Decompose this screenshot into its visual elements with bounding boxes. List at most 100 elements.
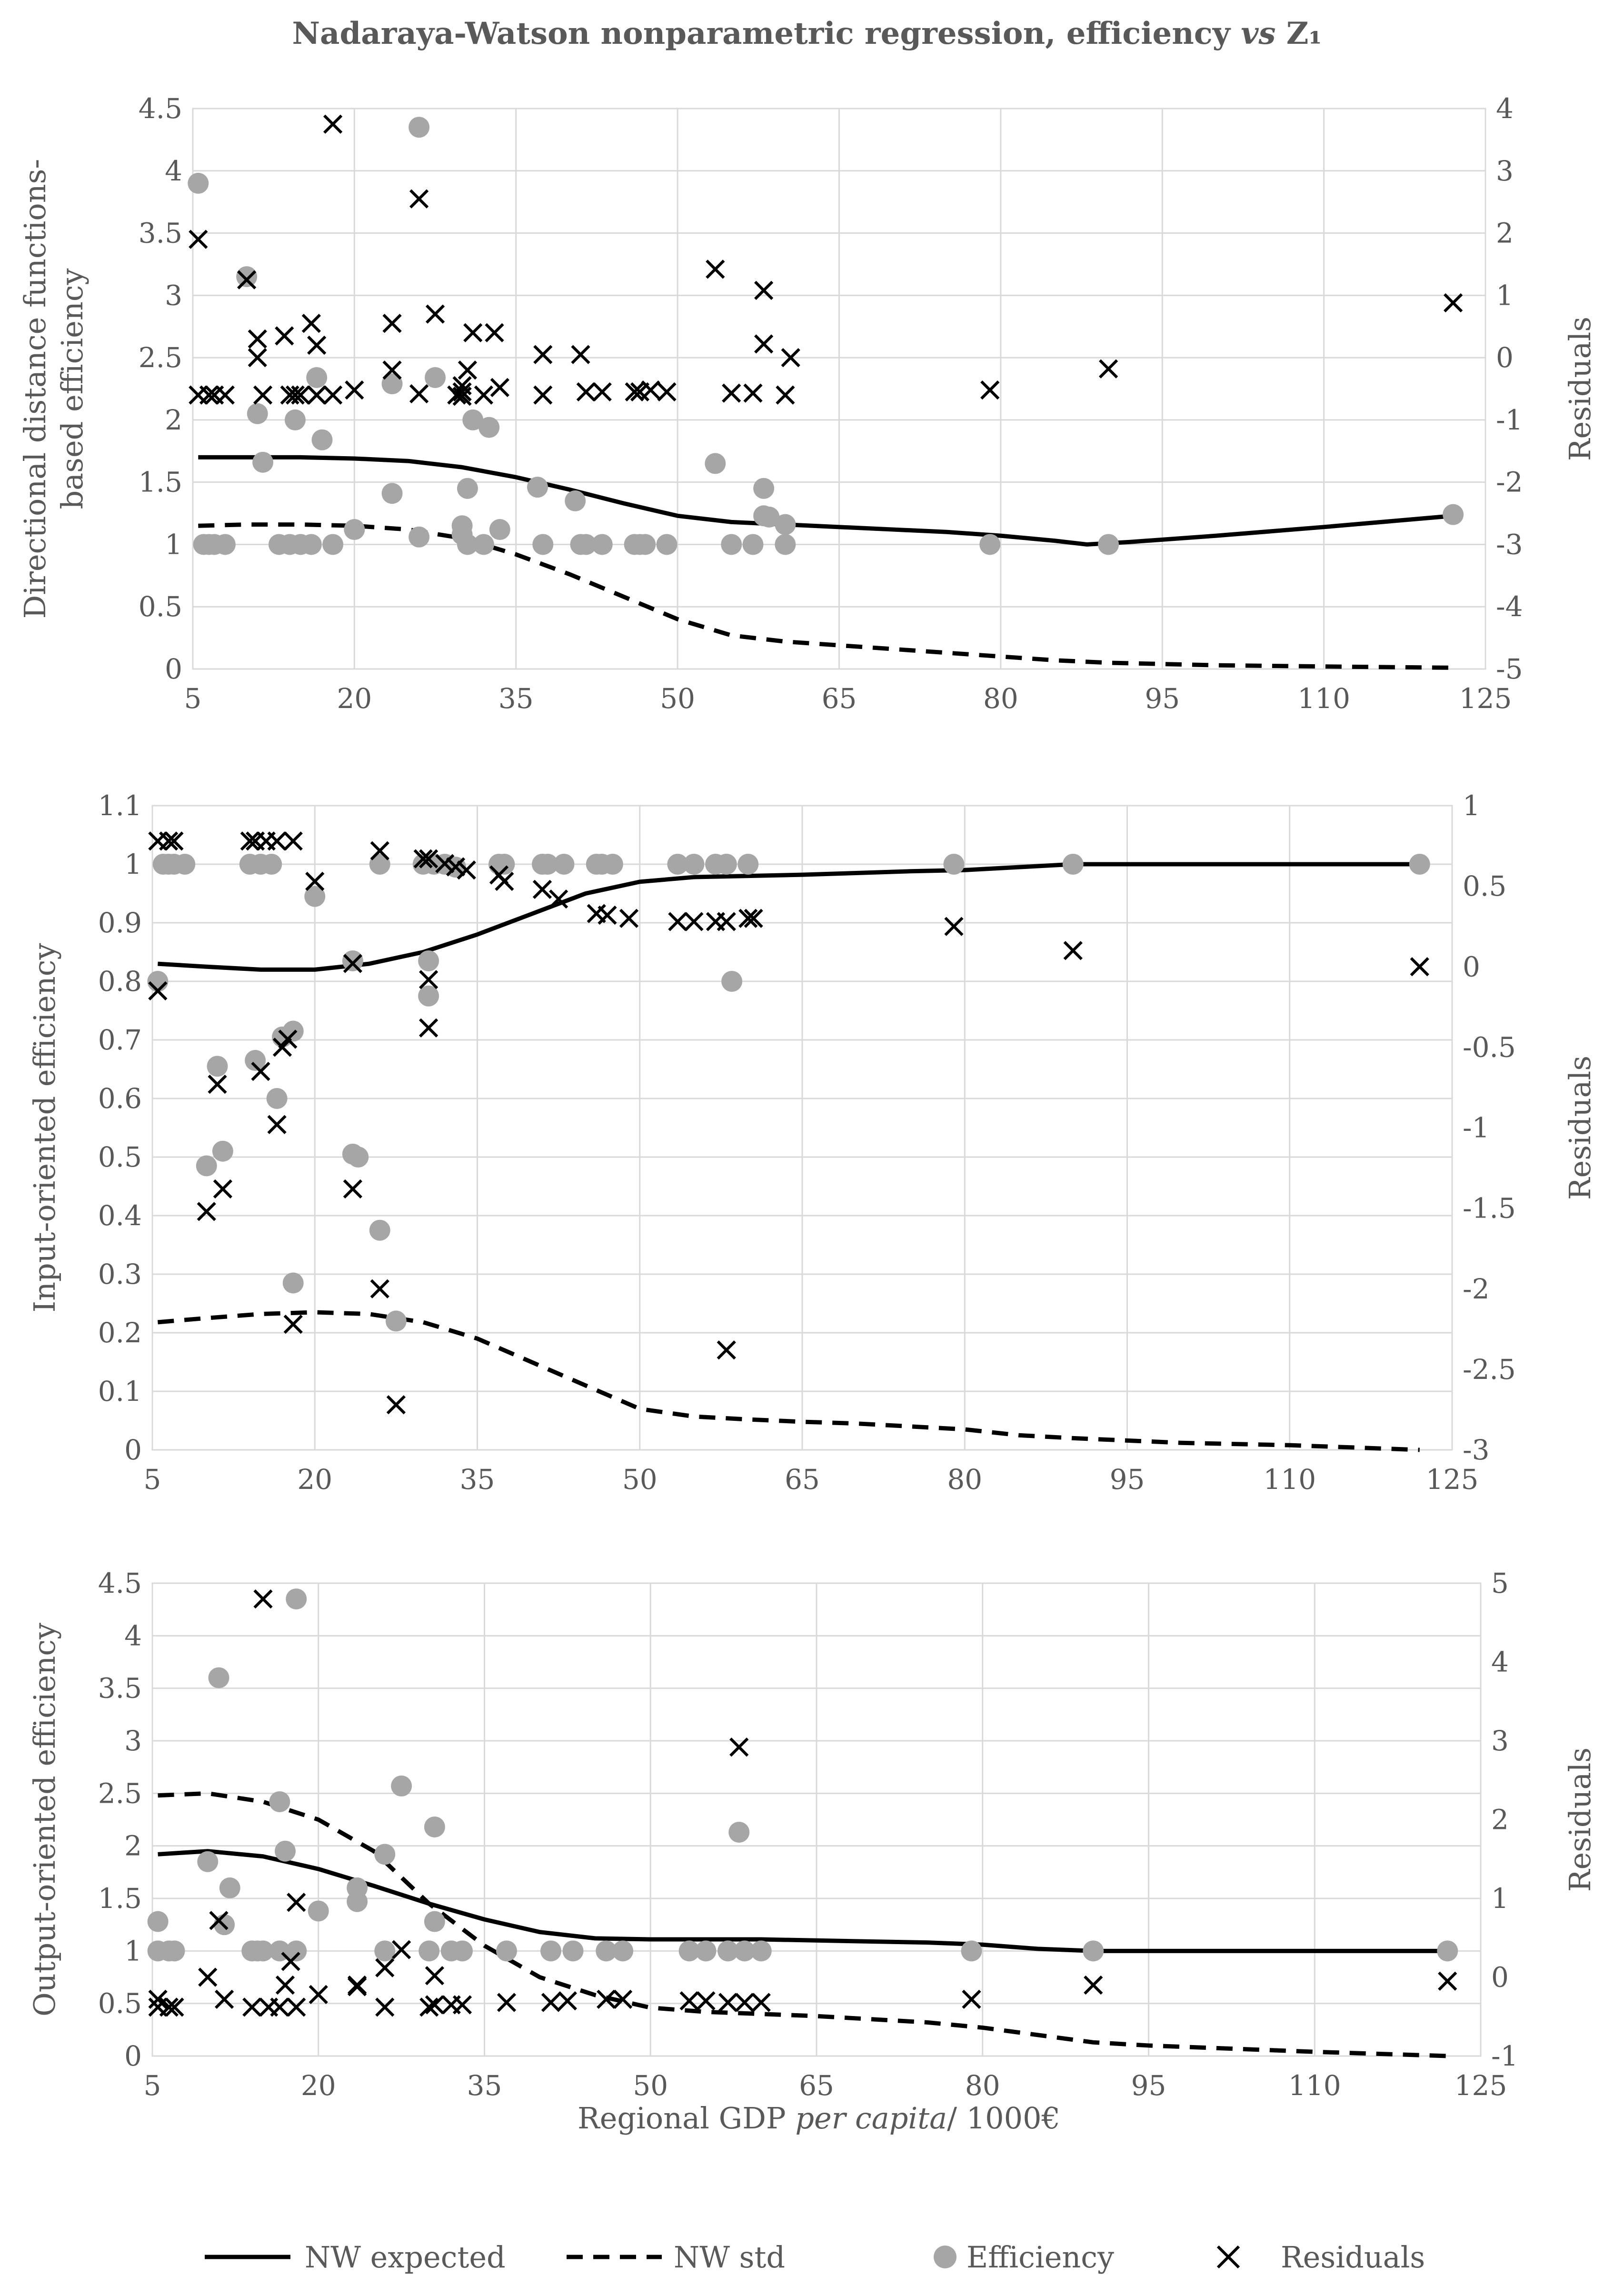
y-tick-label: 0.7 — [98, 1024, 142, 1056]
x-tick-label: 110 — [1263, 1463, 1316, 1496]
legend-label: Residuals — [1281, 2240, 1425, 2275]
y-tick-label: 1 — [124, 1935, 142, 1967]
efficiency-point — [308, 1900, 329, 1922]
x-tick-label: 5 — [144, 2069, 161, 2102]
y-tick-label: 2 — [124, 1830, 142, 1862]
y2-tick-label: 1 — [1463, 789, 1480, 822]
residual-point — [409, 189, 429, 209]
legend-item-efficiency: Efficiency — [934, 2240, 1114, 2275]
y-tick-label: 4 — [165, 155, 182, 187]
efficiency-point — [408, 117, 430, 138]
efficiency-point — [728, 1821, 750, 1843]
residual-point — [452, 1995, 472, 2015]
residual-point — [452, 387, 472, 406]
y-tick-label: 4.5 — [98, 1567, 142, 1599]
y-tick-label: 2.5 — [139, 341, 182, 374]
panels: 00.511.522.533.544.55 20 35 50 65 80 95 110 125-… — [18, 92, 1597, 2102]
residual-point — [729, 1737, 749, 1757]
efficiency-point — [742, 534, 764, 555]
efficiency-point — [635, 534, 656, 555]
residual-point — [743, 383, 763, 403]
nw-std-line — [158, 1791, 1448, 2058]
residual-point — [208, 1075, 227, 1094]
x-tick-label: 50 — [660, 682, 695, 715]
residual-point — [287, 1893, 306, 1912]
x-tick-label: 20 — [337, 682, 372, 715]
efficiency-point — [208, 1667, 229, 1688]
efficiency-point — [575, 534, 597, 555]
y2-tick-label: -2 — [1463, 1273, 1490, 1305]
legend-label: NW expected — [305, 2240, 506, 2275]
residual-point — [754, 334, 774, 354]
residual-point — [285, 385, 305, 405]
efficiency-point — [553, 854, 575, 875]
x-tick-label: 20 — [301, 2069, 336, 2102]
residual-point — [625, 382, 644, 402]
efficiency-point — [425, 367, 446, 388]
efficiency-point — [457, 478, 478, 499]
y2-tick-label: -0.5 — [1463, 1031, 1516, 1063]
residual-point — [275, 1975, 295, 1995]
y-tick-label: 0.3 — [98, 1258, 142, 1290]
efficiency-point — [721, 971, 743, 992]
efficiency-point — [207, 1056, 228, 1077]
residual-point — [1084, 1975, 1103, 1995]
y-tick-label: 1.1 — [98, 789, 142, 822]
residual-point — [283, 831, 303, 851]
residual-point — [532, 879, 552, 899]
residual-point — [148, 1989, 168, 2009]
efficiency-point — [424, 1911, 445, 1932]
legend-item-residuals: Residuals — [1216, 2240, 1425, 2275]
residual-point — [375, 1958, 395, 1977]
residual-point — [497, 1993, 517, 2012]
panel-directional-distance: 00.511.522.533.544.55 20 35 50 65 80 95 110 125-… — [18, 92, 1597, 715]
residual-point — [307, 385, 327, 405]
efficiency-point — [695, 1940, 717, 1962]
residual-point — [485, 323, 504, 342]
y-tick-label: 0.5 — [139, 590, 182, 623]
efficiency-point — [753, 478, 775, 499]
residual-point — [198, 1967, 218, 1987]
efficiency-point — [527, 477, 548, 498]
residual-point — [425, 304, 445, 324]
efficiency-point — [219, 1877, 240, 1898]
y-tick-label: 0 — [124, 2040, 142, 2072]
efficiency-point — [496, 1940, 517, 1962]
residual-point — [382, 314, 402, 333]
y2-tick-label: -1 — [1491, 2040, 1518, 2072]
efficiency-point — [188, 172, 209, 194]
residual-point — [457, 860, 476, 880]
efficiency-point — [1409, 854, 1430, 875]
y-tick-label: 0.5 — [98, 1987, 142, 2020]
residual-point — [474, 385, 493, 405]
y2-tick-label: 0.5 — [1463, 870, 1506, 902]
efficiency-point — [322, 534, 344, 555]
efficiency-point — [612, 1940, 634, 1962]
residual-point — [425, 1966, 444, 1986]
residual-point — [419, 849, 438, 868]
residual-point — [291, 385, 310, 405]
residual-point — [722, 383, 741, 403]
nw-std-line — [157, 1310, 1420, 1452]
efficiency-point — [943, 854, 965, 875]
residual-point — [242, 1997, 262, 2017]
y2-tick-label: -3 — [1463, 1434, 1490, 1466]
residual-point — [754, 280, 774, 300]
y-tick-label: 0 — [165, 653, 182, 685]
y-tick-label: 3.5 — [139, 217, 182, 250]
residual-point — [159, 1997, 179, 2017]
residual-point — [576, 382, 596, 402]
efficiency-point — [236, 266, 258, 288]
x-tick-label: 65 — [822, 682, 857, 715]
y-tick-label: 3 — [124, 1725, 142, 1757]
x-tick-label: 35 — [498, 682, 534, 715]
efficiency-point — [418, 950, 439, 971]
legend-label: NW std — [674, 2240, 785, 2275]
residual-point — [706, 260, 725, 279]
efficiency-point — [408, 526, 430, 548]
residual-point — [717, 912, 736, 931]
y-tick-label: 3 — [165, 279, 182, 311]
residual-point — [962, 1989, 981, 2009]
